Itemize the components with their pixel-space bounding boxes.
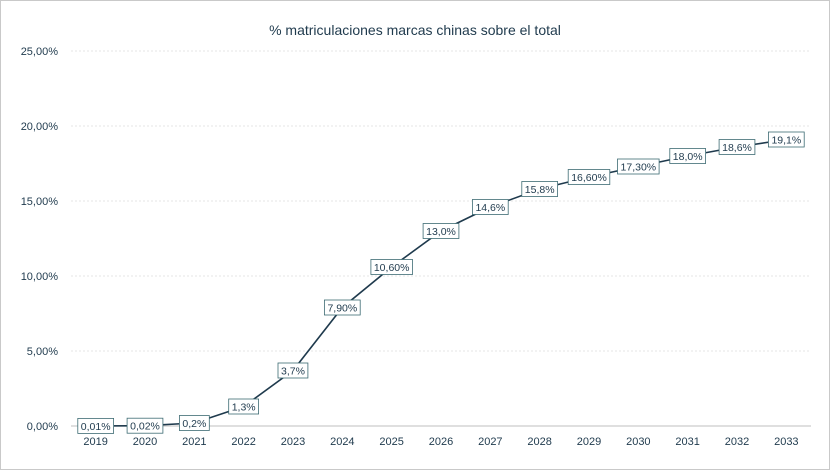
data-label-text: 13,0% xyxy=(426,226,456,238)
data-label-box xyxy=(228,398,259,415)
data-label-box xyxy=(178,415,210,431)
data-label: 18,0% xyxy=(669,148,706,164)
data-label-box xyxy=(471,199,509,215)
data-label: 19,1% xyxy=(768,131,805,148)
data-label-box xyxy=(422,223,460,239)
data-label-text: 1,3% xyxy=(232,402,256,414)
x-tick-label: 2025 xyxy=(379,436,403,448)
x-tick-label: 2031 xyxy=(675,436,699,448)
y-tick-label: 5,00% xyxy=(27,346,58,358)
data-label-box xyxy=(521,181,558,197)
data-label-text: 10,60% xyxy=(374,262,410,274)
x-tick-label: 2021 xyxy=(182,436,206,448)
data-label-text: 19,1% xyxy=(771,135,801,147)
y-tick-label: 25,00% xyxy=(21,46,59,58)
data-label-text: 3,7% xyxy=(281,366,305,378)
y-tick-label: 20,00% xyxy=(21,121,59,133)
data-label-box xyxy=(77,417,115,434)
data-label-text: 18,6% xyxy=(722,142,752,154)
x-tick-label: 2027 xyxy=(478,436,502,448)
data-label: 3,7% xyxy=(277,362,309,379)
data-label-text: 0,02% xyxy=(130,421,160,433)
x-tick-label: 2020 xyxy=(133,436,157,448)
data-label-box xyxy=(768,131,805,148)
data-label: 15,8% xyxy=(521,181,558,197)
data-label-box xyxy=(617,158,660,175)
x-tick-label: 2028 xyxy=(527,436,551,448)
x-tick-label: 2019 xyxy=(83,436,107,448)
x-tick-label: 2030 xyxy=(626,436,650,448)
data-label: 16,60% xyxy=(567,169,611,185)
y-tick-label: 0,00% xyxy=(27,421,58,433)
series-line xyxy=(95,138,787,427)
data-label-text: 0,2% xyxy=(182,418,206,430)
data-label-text: 16,60% xyxy=(571,172,607,184)
data-label-box xyxy=(323,299,361,316)
x-tick-label: 2033 xyxy=(774,436,798,448)
x-tick-label: 2029 xyxy=(577,436,601,448)
y-axis: 0,00% 5,00% 10,00% 15,00% 20,00% 25,00% xyxy=(21,46,59,433)
data-label: 1,3% xyxy=(228,398,259,415)
data-label: 14,6% xyxy=(471,199,509,215)
data-label-text: 15,8% xyxy=(525,184,555,196)
data-label: 0,01% xyxy=(77,417,115,434)
data-label: 10,60% xyxy=(370,259,413,275)
data-label-text: 17,30% xyxy=(621,162,657,174)
x-axis: 2019 2020 2021 2022 2023 2024 2025 2026 2027 2028… xyxy=(71,425,811,448)
x-tick-label: 2026 xyxy=(429,436,453,448)
data-label: 0,2% xyxy=(178,415,210,431)
x-tick-label: 2032 xyxy=(725,436,749,448)
grid-layer xyxy=(71,50,811,352)
x-tick-label: 2022 xyxy=(231,436,255,448)
x-tick-label: 2024 xyxy=(330,436,354,448)
data-label: 18,6% xyxy=(718,139,756,155)
data-label: 0,02% xyxy=(126,417,164,434)
data-label-text: 14,6% xyxy=(475,202,505,214)
data-label-box xyxy=(718,139,756,155)
data-label-box xyxy=(277,362,309,379)
chart-title: % matriculaciones marcas chinas sobre el… xyxy=(269,22,561,38)
data-labels: 0,01% 0,02% 0,2% 1,3% 3,7% 7,90% 10,60% 13,0% 14… xyxy=(77,131,805,434)
data-label-box xyxy=(669,148,706,164)
data-label-text: 7,90% xyxy=(327,303,357,315)
data-label-text: 18,0% xyxy=(673,151,703,163)
data-label-box xyxy=(126,417,164,434)
y-tick-label: 15,00% xyxy=(21,196,59,208)
data-label: 13,0% xyxy=(422,223,460,239)
data-label-box xyxy=(567,169,611,185)
data-label: 17,30% xyxy=(617,158,660,175)
y-tick-label: 10,00% xyxy=(21,271,59,283)
x-tick-label: 2023 xyxy=(281,436,305,448)
data-label: 7,90% xyxy=(323,299,361,316)
data-label-text: 0,01% xyxy=(81,421,111,433)
data-label-box xyxy=(370,259,413,275)
